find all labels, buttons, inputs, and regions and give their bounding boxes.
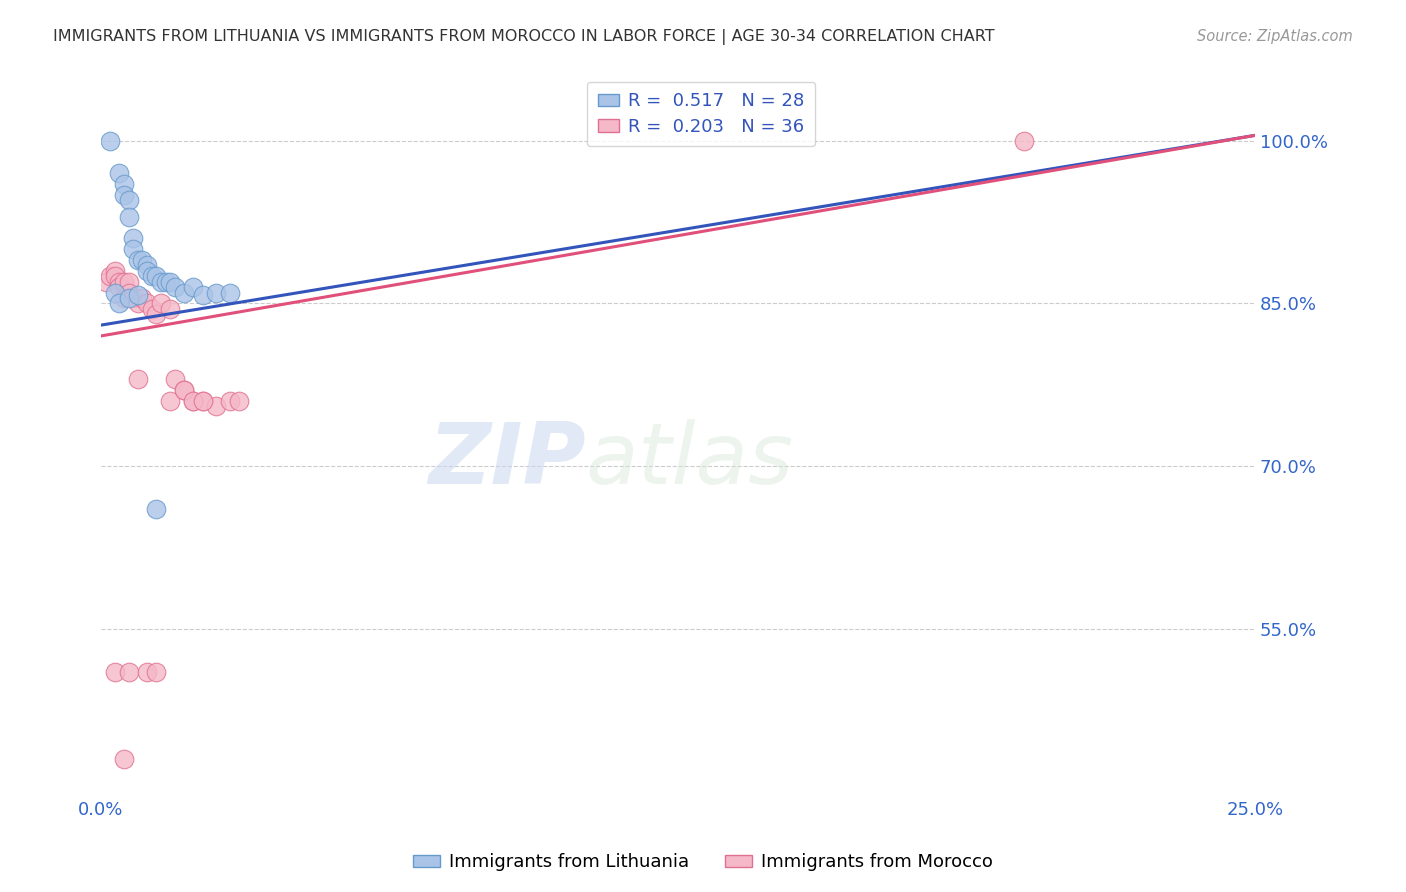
Point [181,280,204,294]
Point [112,291,135,305]
Text: Source: ZipAtlas.com: Source: ZipAtlas.com [1197,29,1353,44]
Point [173,383,195,397]
Point [118,194,141,208]
Point [104,285,127,300]
Point [108,280,131,294]
Point [155,275,177,289]
Point [108,166,131,180]
Point [181,394,204,409]
Point [112,177,135,191]
Legend: R =  0.517   N = 28, R =  0.203   N = 36: R = 0.517 N = 28, R = 0.203 N = 36 [586,81,815,146]
Point [98,134,121,148]
Point [159,394,181,409]
Point [181,394,204,409]
Point [191,287,214,301]
Point [149,296,172,310]
Legend: Immigrants from Lithuania, Immigrants from Morocco: Immigrants from Lithuania, Immigrants fr… [405,847,1001,879]
Point [118,210,141,224]
Point [136,296,159,310]
Point [145,665,167,679]
Point [127,372,149,386]
Point [104,665,127,679]
Text: IMMIGRANTS FROM LITHUANIA VS IMMIGRANTS FROM MOROCCO IN LABOR FORCE | AGE 30-34 : IMMIGRANTS FROM LITHUANIA VS IMMIGRANTS … [53,29,995,45]
Point [122,242,145,256]
Point [163,372,186,386]
Point [118,665,141,679]
Point [159,301,181,316]
Point [122,291,145,305]
Point [122,231,145,245]
Point [136,665,159,679]
Point [118,291,141,305]
Point [149,275,172,289]
Point [219,394,242,409]
Point [159,275,181,289]
Point [127,253,149,268]
Point [104,269,127,284]
Point [112,188,135,202]
Point [205,285,228,300]
Point [228,394,250,409]
Point [136,264,159,278]
Point [118,275,141,289]
Point [131,253,153,268]
Point [205,400,228,414]
Point [145,269,167,284]
Point [136,259,159,273]
Text: atlas: atlas [586,418,793,501]
Point [112,752,135,766]
Point [163,280,186,294]
Point [104,264,127,278]
Point [118,285,141,300]
Point [127,287,149,301]
Point [98,269,121,284]
Text: ZIP: ZIP [427,418,586,501]
Point [173,383,195,397]
Point [108,275,131,289]
Point [108,296,131,310]
Point [145,307,167,321]
Point [112,275,135,289]
Point [131,291,153,305]
Point [191,394,214,409]
Point [173,285,195,300]
Point [94,275,117,289]
Point [141,301,163,316]
Point [145,502,167,516]
Point [219,285,242,300]
Point [1012,134,1035,148]
Point [191,394,214,409]
Point [141,269,163,284]
Point [127,296,149,310]
